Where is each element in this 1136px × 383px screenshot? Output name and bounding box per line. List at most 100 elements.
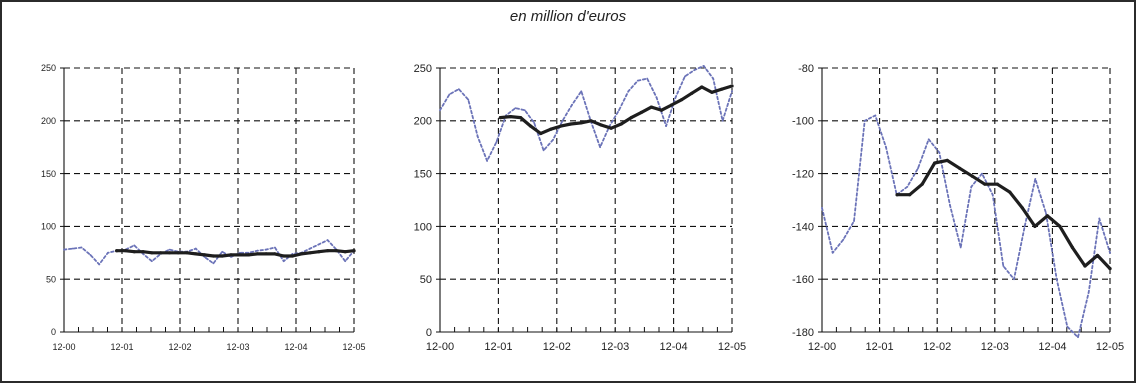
series-trend-point (167, 251, 172, 255)
series-trend-point (299, 252, 303, 256)
series-trend-point (508, 114, 513, 119)
series-trend-point (945, 158, 949, 162)
series-monthly-point (282, 260, 285, 263)
series-trend-point (220, 254, 224, 258)
series-trend-point (343, 250, 347, 254)
series-monthly-point (142, 252, 144, 255)
series-monthly-point (1109, 251, 1111, 254)
series-monthly-point (552, 138, 554, 141)
series-monthly-point (256, 249, 259, 252)
y-tick-label: 150 (414, 168, 432, 180)
series-monthly-point (71, 247, 74, 250)
series-trend-point (159, 251, 163, 255)
chart-panel-2: 0 50 100 150 200 250 12-00 12-01 12-02 12-03 12-04… (414, 63, 746, 353)
series-monthly-point (194, 247, 197, 250)
series-monthly-point (457, 88, 460, 91)
series-trend-point (203, 253, 207, 257)
series-monthly-point (853, 220, 855, 223)
series-monthly-point (265, 248, 268, 251)
series-trend-point (255, 252, 259, 256)
series-monthly-point (63, 248, 65, 251)
series-trend-point (730, 84, 734, 88)
series-monthly-point (561, 119, 564, 122)
series-trend-line (895, 158, 1112, 271)
series-monthly-point (731, 90, 733, 93)
series-monthly-point (1002, 265, 1005, 267)
y-tick-label: 100 (414, 221, 432, 233)
series-monthly-point (476, 135, 479, 138)
y-tick-label: 100 (41, 222, 56, 232)
series-trend-point (680, 98, 684, 102)
series-monthly-line (63, 239, 355, 266)
x-tick-label: 12-04 (284, 342, 307, 352)
series-trend-point (908, 193, 912, 197)
series-trend-point (185, 251, 189, 255)
series-monthly-point (721, 119, 724, 122)
series-monthly-point (1098, 217, 1101, 220)
y-tick-label: -80 (798, 63, 814, 75)
x-tick-label: 12-05 (1096, 341, 1124, 353)
x-tick-label: 12-03 (981, 341, 1009, 353)
x-tick-label: 12-05 (718, 341, 746, 353)
series-monthly-point (495, 141, 498, 143)
series-trend-point (282, 254, 286, 258)
series-monthly-point (1055, 278, 1058, 281)
chart-panel-1: 0 50 100 150 200 250 12-00 12-01 12-02 12-03 12-04… (41, 63, 366, 352)
series-trend-point (1020, 206, 1024, 210)
y-tick-label: 50 (46, 274, 56, 284)
series-monthly-point (821, 207, 823, 209)
x-tick-label: 12-04 (1038, 341, 1066, 353)
series-trend-point (710, 90, 714, 94)
y-tick-label: -180 (792, 327, 814, 339)
chart-title: en million d'euros (509, 8, 627, 25)
series-monthly-point (1045, 212, 1047, 215)
series-monthly-point (80, 246, 83, 249)
series-monthly-point (309, 247, 311, 250)
series-monthly-point (655, 96, 658, 99)
x-tick-label: 12-05 (342, 342, 365, 352)
x-tick-label: 12-02 (543, 341, 571, 353)
series-monthly-point (221, 250, 224, 253)
series-monthly-point (842, 238, 845, 241)
series-monthly-point (570, 104, 573, 106)
series-trend-point (1033, 224, 1037, 228)
series-monthly-point (684, 75, 686, 78)
series-trend-point (326, 249, 330, 253)
series-trend-point (352, 249, 356, 253)
series-trend-point (619, 122, 623, 126)
series-trend-point (123, 249, 128, 253)
series-trend-point (599, 123, 603, 127)
series-trend-point (659, 108, 664, 112)
x-tick-label: 12-01 (866, 341, 894, 353)
series-monthly-point (1087, 291, 1090, 294)
series-trend-point (141, 250, 145, 254)
y-tick-label: 200 (41, 116, 56, 126)
series-monthly-point (712, 77, 715, 80)
series-trend-point (273, 252, 277, 256)
series-monthly-point (238, 251, 241, 254)
x-tick-label: 12-02 (923, 341, 951, 353)
series-monthly-point (831, 251, 834, 254)
series-trend-point (639, 110, 643, 114)
series-monthly-point (959, 246, 962, 249)
series-monthly-point (344, 260, 347, 263)
series-trend-point (176, 251, 180, 255)
series-monthly-point (467, 98, 470, 101)
series-monthly-point (98, 263, 101, 266)
series-trend-point (211, 254, 215, 258)
series-trend-point (629, 116, 633, 120)
series-trend-point (1070, 245, 1075, 250)
series-trend-point (569, 122, 573, 126)
series-trend-point (498, 116, 503, 120)
series-trend-point (920, 182, 924, 186)
series-monthly-point (665, 125, 667, 127)
series-trend-line (115, 249, 356, 258)
series-monthly-point (674, 96, 677, 99)
series-monthly-point (439, 109, 441, 112)
series-monthly-point (646, 77, 649, 80)
y-tick-label: 50 (420, 274, 432, 286)
series-monthly-point (533, 122, 536, 124)
series-monthly-point (89, 254, 92, 256)
series-monthly-point (618, 109, 620, 112)
